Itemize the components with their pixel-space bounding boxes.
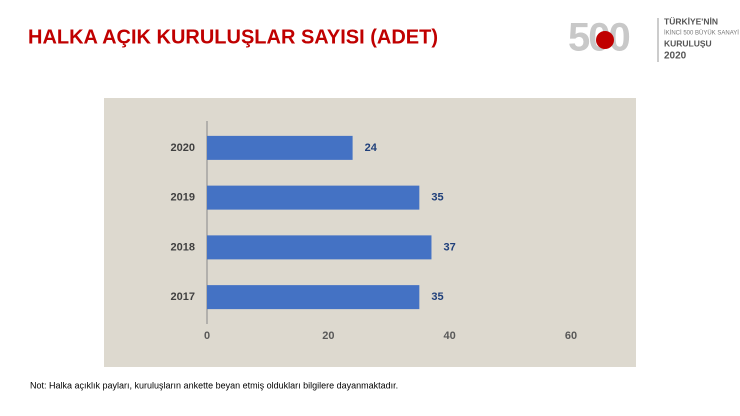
logo-line3: KURULUŞU: [664, 38, 712, 48]
bar: [207, 135, 353, 160]
logo-gear: [596, 31, 614, 49]
logo-line1: TÜRKİYE'NİN: [664, 16, 718, 26]
y-tick-label: 2019: [171, 192, 195, 204]
x-tick-label: 60: [565, 330, 577, 342]
slide-title: HALKA AÇIK KURULUŞLAR SAYISI (ADET): [28, 26, 438, 48]
y-tick-label: 2018: [171, 241, 195, 253]
bar: [207, 185, 420, 210]
value-label: 24: [365, 142, 378, 154]
x-tick-label: 40: [444, 330, 456, 342]
footnote: Not: Halka açıklık payları, kuruluşların…: [30, 380, 398, 390]
x-tick-label: 0: [204, 330, 210, 342]
value-label: 35: [431, 291, 443, 303]
value-label: 37: [443, 241, 455, 253]
y-tick-label: 2017: [171, 291, 195, 303]
y-tick-label: 2020: [171, 142, 195, 154]
logo: 500 TÜRKİYE'NİN İKİNCİ 500 BÜYÜK SANAYİ …: [568, 16, 739, 62]
value-label: 35: [431, 192, 443, 204]
logo-line2: İKİNCİ 500 BÜYÜK SANAYİ: [664, 30, 739, 37]
bar: [207, 285, 420, 310]
bar: [207, 235, 432, 260]
x-tick-label: 20: [322, 330, 334, 342]
plot-background: [104, 98, 636, 367]
logo-year: 2020: [664, 51, 687, 62]
